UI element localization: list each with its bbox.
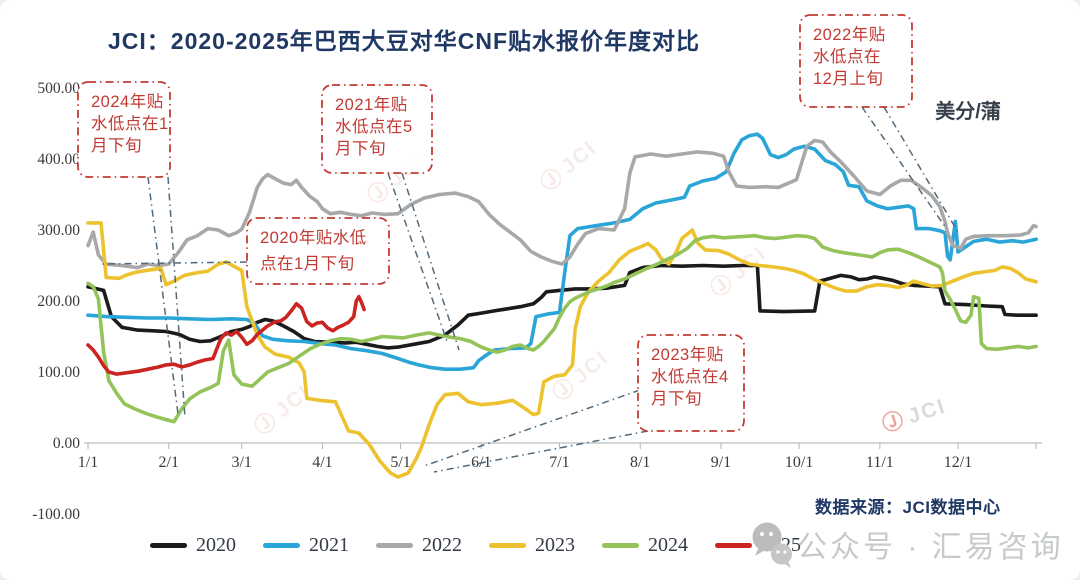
annotation-text-low-2024: 月下旬 [91,136,142,155]
legend: 202020212022202320242025 [150,534,828,557]
svg-text:ⒿJCI: ⒿJCI [536,135,602,196]
annotation-text-low-2020: 点在1月下旬 [260,254,355,273]
annotation-text-low-2021: 月下旬 [335,139,386,158]
annotation-leader-low-2022 [861,106,947,229]
wechat-account-watermark: 公众号 · 汇易咨询 [797,531,1064,564]
x-axis-label-12-1: 12/1 [944,454,972,471]
legend-label-2022: 2022 [422,534,462,556]
annotation-leader-low-2024 [167,176,186,419]
annotation-text-low-2022: 2022年贴 [813,25,886,44]
annotation-leader-low-2023 [423,389,641,467]
x-axis-label-9-1: 9/1 [711,454,731,471]
x-axis-label-10-1: 10/1 [785,454,813,471]
x-axis-label-2-1: 2/1 [159,454,179,471]
annotation-text-low-2021: 2021年贴 [335,95,408,114]
annotation-box-low-2021 [321,84,433,174]
legend-swatch-2022 [376,543,413,548]
annotation-box-low-2022 [799,14,913,108]
series-line-2023 [86,221,1038,479]
legend-swatch-2025 [715,543,752,548]
annotation-box-low-2023 [637,334,745,432]
annotation-leader-low-2021 [387,172,449,345]
y-axis-label--100: -100.00 [32,506,80,523]
y-unit-label: 美分/蒲 [935,99,1001,123]
x-axis-label-1-1: 1/1 [78,454,98,471]
annotation-text-low-2023: 月下旬 [651,389,702,408]
legend-item-2022: 2022 [376,534,462,557]
jci-logo-watermark: ⒿJCI [879,394,949,437]
x-axis-label-5-1: 5/1 [390,454,410,471]
chart-title: JCI：2020-2025年巴西大豆对华CNF贴水报价年度对比 [108,28,701,54]
x-axis-label-3-1: 3/1 [231,454,251,471]
annotation-leader-low-2023 [433,430,649,473]
legend-swatch-2024 [602,543,639,548]
legend-label-2020: 2020 [196,534,236,556]
annotation-box-low-2020 [246,217,390,285]
annotation-text-low-2020: 2020年贴水低 [260,228,367,247]
annotation-text-low-2022: 水低点在 [813,47,881,66]
legend-item-2023: 2023 [489,534,575,557]
legend-label-2023: 2023 [535,534,575,556]
legend-label-2021: 2021 [309,534,349,556]
y-axis-label-0: 0.00 [53,435,80,452]
y-axis-label-100: 100.00 [37,364,80,381]
legend-item-2024: 2024 [602,534,688,557]
legend-item-2020: 2020 [150,534,236,557]
annotation-text-low-2022: 12月上旬 [813,69,883,88]
svg-text:ⒿJCI: ⒿJCI [879,394,949,437]
legend-swatch-2021 [263,543,300,548]
x-axis-label-7-1: 7/1 [549,454,569,471]
series-line-2020 [86,263,1038,350]
series-line-2022 [86,138,1038,270]
annotation-text-low-2023: 水低点在4 [651,367,729,386]
annotation-leader-low-2024 [147,176,179,415]
x-axis-label-8-1: 8/1 [630,454,650,471]
annotation-text-low-2024: 水低点在1 [91,114,169,133]
y-axis-label-400: 400.00 [37,151,80,168]
legend-item-2021: 2021 [263,534,349,557]
annotation-box-low-2024 [77,81,171,178]
x-axis-label-4-1: 4/1 [312,454,332,471]
y-axis-label-300: 300.00 [37,222,80,239]
data-source-label: 数据来源：JCI数据中心 [815,498,1001,517]
legend-swatch-2020 [150,543,187,548]
wechat-icon [752,522,792,568]
annotation-leader-low-2022 [883,106,959,233]
annotation-text-low-2021: 水低点在5 [335,117,413,136]
y-axis-label-200: 200.00 [37,293,80,310]
legend-swatch-2023 [489,543,526,548]
series-line-2024 [86,233,1038,424]
x-axis-label-11-1: 11/1 [866,454,894,471]
series-line-2025 [86,294,366,376]
annotation-leader-low-2021 [401,172,460,351]
y-axis-label-500: 500.00 [37,80,80,97]
jci-logo-watermark: ⒿJCI [536,135,602,196]
annotation-text-low-2023: 2023年贴 [651,345,724,364]
annotation-text-low-2024: 2024年贴 [91,92,164,111]
legend-label-2024: 2024 [648,534,688,556]
